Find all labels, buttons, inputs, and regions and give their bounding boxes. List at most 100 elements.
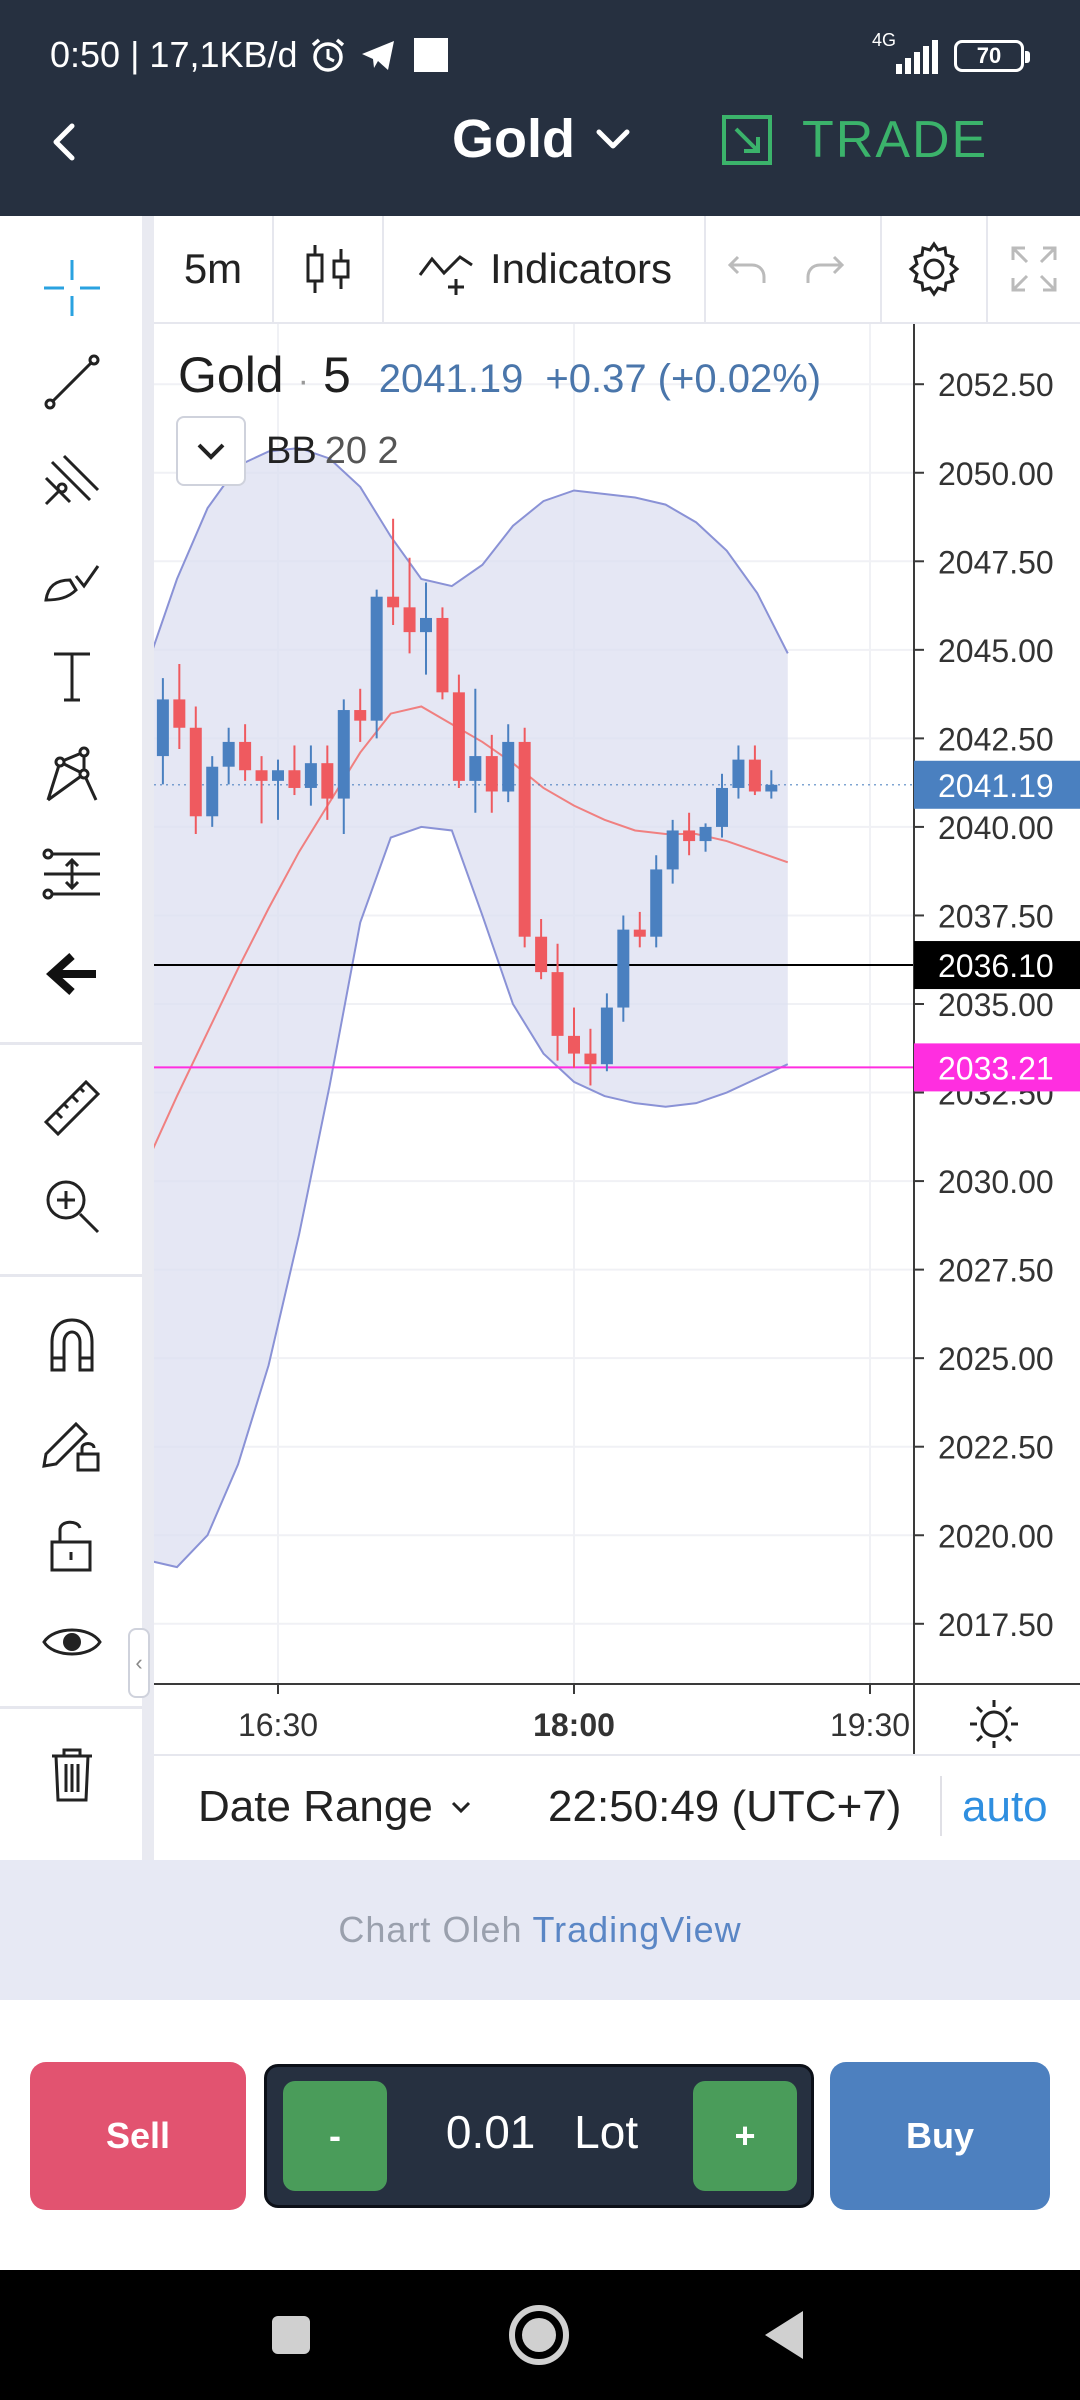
buy-button[interactable]: Buy: [830, 2062, 1050, 2210]
chevron-down-icon: [197, 443, 225, 460]
lot-size[interactable]: 0.01 Lot: [397, 2105, 687, 2159]
candle-body: [732, 759, 745, 788]
candle-body: [765, 784, 778, 792]
crosshair-icon: [44, 260, 100, 316]
measure-tool[interactable]: [30, 1066, 114, 1150]
battery-icon: 70: [954, 40, 1030, 72]
status-text: 0:50 | 17,1KB/d: [50, 34, 298, 75]
recents-button[interactable]: [256, 2300, 326, 2370]
timezone-clock[interactable]: 22:50:49 (UTC+7): [548, 1782, 901, 1832]
price-tick-label: 2050.00: [938, 456, 1054, 492]
chart-toolbar: 5m Indicators: [154, 216, 1080, 324]
price-label-box: [914, 760, 1080, 809]
collapse-toolbar-button[interactable]: ‹: [128, 1628, 150, 1698]
candle-body: [683, 830, 696, 842]
indicators-button[interactable]: Indicators: [384, 216, 704, 322]
undo-icon: [727, 255, 766, 283]
chevron-left-small-icon: ‹: [135, 1650, 143, 1675]
toolbar-separator: [986, 216, 988, 322]
increase-lot-button[interactable]: +: [693, 2081, 797, 2191]
crosshair-tool[interactable]: [30, 246, 114, 330]
legend-price: 2041.19: [378, 357, 524, 401]
lot-value: 0.01: [445, 2106, 536, 2158]
back-button[interactable]: [40, 112, 90, 172]
chart-type-button[interactable]: [274, 216, 382, 322]
price-tick-label: 2040.00: [938, 810, 1054, 846]
order-panel: Sell - 0.01 Lot + Buy: [0, 2000, 1080, 2270]
price-tick-label: 2022.50: [938, 1430, 1054, 1466]
candle-body: [666, 830, 679, 870]
eye-icon: [42, 1628, 102, 1656]
delete-tool[interactable]: [30, 1732, 114, 1816]
candle-body: [420, 617, 432, 633]
price-tick-label: 2052.50: [938, 367, 1054, 403]
symbol-selector[interactable]: Gold: [452, 108, 633, 170]
fullscreen-icon: [1011, 246, 1057, 292]
chevron-left-icon: [53, 123, 75, 161]
chart-footer: Date Range 22:50:49 (UTC+7) auto: [154, 1754, 1080, 1860]
fib-retracement-icon: [42, 848, 100, 900]
candle-body: [403, 607, 416, 633]
pitchfork-icon: [44, 454, 100, 506]
fib-tool[interactable]: [30, 832, 114, 916]
pattern-tool[interactable]: [30, 734, 114, 818]
sun-icon[interactable]: [970, 1700, 1018, 1748]
price-label-text: 2036.10: [938, 948, 1054, 984]
chevron-down-icon: [596, 129, 630, 149]
price-chart[interactable]: 2052.50 2050.00 2047.50 2045.00 2042.50 2040.…: [154, 324, 1080, 1754]
arrow-tool[interactable]: [30, 932, 114, 1016]
lock-drawing-tool[interactable]: [30, 1402, 114, 1486]
home-button[interactable]: [504, 2300, 574, 2370]
candle-body: [568, 1035, 580, 1054]
sell-button[interactable]: Sell: [30, 2062, 246, 2210]
candle-body: [189, 727, 202, 817]
chart-pane[interactable]: 2052.50 2050.00 2047.50 2045.00 2042.50 2040.…: [154, 324, 1080, 1754]
auto-scale-button[interactable]: auto: [962, 1782, 1048, 1832]
redo-icon: [806, 255, 845, 283]
trade-button[interactable]: TRADE: [722, 110, 988, 170]
price-tick-label: 2020.00: [938, 1518, 1054, 1554]
candle-body: [337, 710, 350, 799]
square-icon: [272, 2316, 310, 2354]
indicator-legend: BB 20 2: [176, 416, 399, 486]
pitchfork-tool[interactable]: [30, 438, 114, 522]
trend-line-tool[interactable]: [30, 340, 114, 424]
candle-body: [304, 763, 317, 788]
text-tool[interactable]: [30, 634, 114, 718]
candle-body: [469, 756, 482, 781]
gear-icon: [908, 241, 960, 297]
brush-tool[interactable]: [30, 536, 114, 620]
redo-button[interactable]: [786, 216, 866, 322]
unlock-icon: [50, 1520, 92, 1572]
bollinger-lower-line: [154, 825, 789, 1569]
settings-button[interactable]: [882, 216, 986, 322]
magnet-tool[interactable]: [30, 1302, 114, 1386]
trash-icon: [52, 1748, 92, 1802]
time-tick-label: 19:30: [830, 1707, 910, 1743]
telegram-icon: [361, 41, 394, 70]
candle-body: [716, 787, 728, 827]
tradingview-link[interactable]: TradingView: [532, 1909, 742, 1950]
back-nav-button[interactable]: [750, 2300, 820, 2370]
minus-label: -: [329, 2115, 341, 2156]
candle-body: [617, 929, 630, 1008]
decrease-lot-button[interactable]: -: [283, 2081, 387, 2191]
legend-symbol: Gold: [178, 347, 284, 403]
lock-all-tool[interactable]: [30, 1502, 114, 1586]
visibility-tool[interactable]: [30, 1600, 114, 1684]
date-range-button[interactable]: Date Range: [198, 1782, 473, 1832]
indicator-collapse-button[interactable]: [176, 416, 246, 486]
price-label-text: 2033.21: [938, 1050, 1054, 1086]
buy-label: Buy: [905, 2115, 974, 2156]
toolbar-separator: [704, 216, 706, 322]
candle-body: [485, 756, 498, 792]
interval-button[interactable]: 5m: [154, 216, 272, 322]
battery-level: 70: [976, 43, 1002, 68]
price-tick-label: 2047.50: [938, 544, 1054, 580]
status-bar-right: 4G 70: [872, 30, 1030, 76]
undo-button[interactable]: [706, 216, 786, 322]
network-type: 4G: [872, 30, 897, 50]
trend-line-icon: [44, 354, 100, 410]
zoom-tool[interactable]: [30, 1164, 114, 1248]
fullscreen-button[interactable]: [988, 216, 1080, 322]
